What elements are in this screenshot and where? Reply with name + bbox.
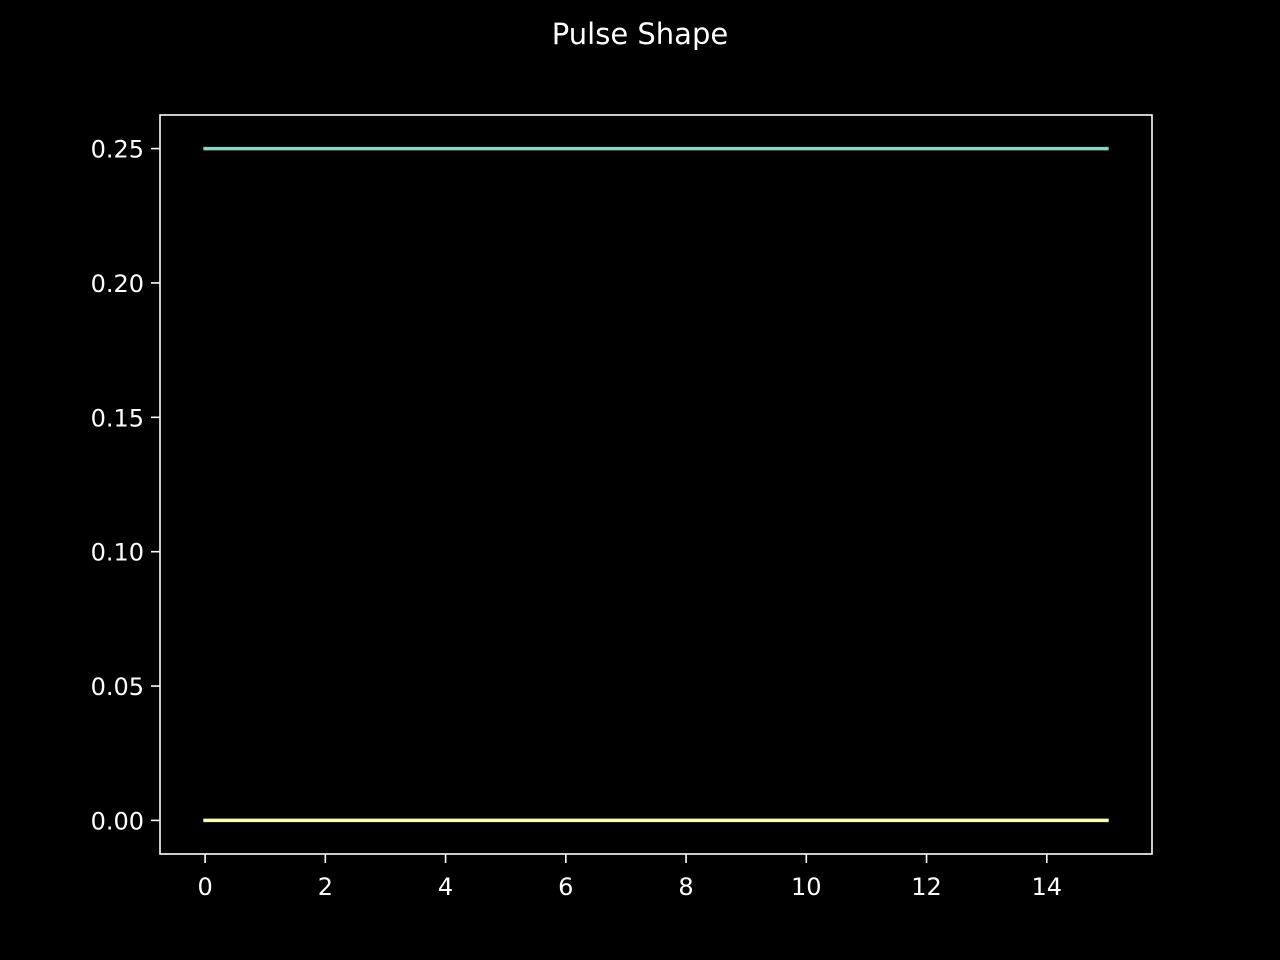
axes-frame bbox=[159, 114, 1153, 855]
chart-title: Pulse Shape bbox=[552, 17, 728, 51]
x-tick-label: 10 bbox=[791, 873, 822, 901]
x-tick-label: 14 bbox=[1032, 873, 1063, 901]
y-tick-label: 0.25 bbox=[91, 136, 144, 164]
y-tick-label: 0.15 bbox=[91, 404, 144, 432]
y-tick-label: 0.20 bbox=[91, 270, 144, 298]
x-tick-label: 0 bbox=[197, 873, 212, 901]
x-tick-label: 4 bbox=[438, 873, 453, 901]
y-tick-label: 0.00 bbox=[91, 807, 144, 835]
x-tick-label: 6 bbox=[558, 873, 573, 901]
x-tick-label: 12 bbox=[911, 873, 942, 901]
y-tick-label: 0.05 bbox=[91, 673, 144, 701]
x-tick-label: 8 bbox=[678, 873, 693, 901]
plot-area: 0 2 4 6 8 10 12 14 0.00 0.05 0.10 0.15 0.20 0.25 bbox=[91, 114, 1153, 901]
y-tick-label: 0.10 bbox=[91, 539, 144, 567]
x-tick-label: 2 bbox=[318, 873, 333, 901]
